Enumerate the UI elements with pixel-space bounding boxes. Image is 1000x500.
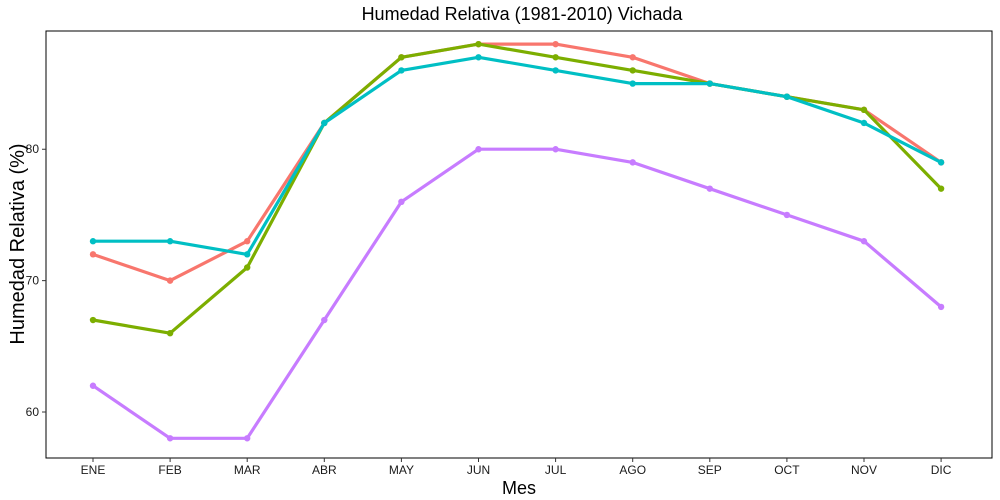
data-point	[706, 185, 713, 192]
data-point	[89, 382, 97, 389]
x-tick-label: AGO	[619, 463, 646, 477]
data-point	[244, 251, 251, 258]
data-point	[860, 238, 868, 245]
chart-title: Humedad Relativa (1981-2010) Vichada	[362, 4, 684, 24]
series-2	[89, 40, 945, 337]
x-tick-label: JUL	[545, 463, 567, 477]
x-tick-label: SEP	[698, 463, 722, 477]
data-point	[860, 119, 868, 127]
data-point	[629, 80, 636, 87]
series-line	[91, 42, 943, 283]
data-point	[552, 54, 559, 61]
x-tick-label: OCT	[774, 463, 800, 477]
x-tick-label: ENE	[81, 463, 106, 477]
series-line	[91, 42, 943, 335]
data-point	[629, 67, 636, 74]
data-point	[166, 435, 174, 442]
y-tick-label: 60	[26, 405, 40, 419]
x-tick-label: NOV	[851, 463, 877, 477]
data-point	[321, 316, 328, 324]
x-tick-label: MAY	[389, 463, 414, 477]
data-point	[398, 198, 405, 205]
data-point	[552, 67, 559, 74]
y-tick-label: 70	[26, 274, 40, 288]
plot-area	[45, 30, 993, 459]
series-3	[89, 54, 945, 258]
data-point	[552, 40, 559, 48]
data-point	[783, 211, 791, 219]
series-1	[89, 40, 945, 284]
data-point	[629, 54, 636, 61]
data-point	[783, 93, 791, 100]
data-point	[89, 238, 97, 245]
x-tick-label: ABR	[312, 463, 337, 477]
data-point	[937, 303, 945, 311]
series-group	[89, 40, 945, 442]
series-line	[91, 147, 943, 440]
data-point	[244, 435, 251, 442]
data-point	[166, 277, 174, 284]
data-point	[244, 264, 251, 271]
series-line	[91, 55, 943, 256]
data-point	[937, 185, 945, 192]
x-axis-title: Mes	[502, 478, 536, 498]
y-axis-title: Humedad Relativa (%)	[7, 143, 29, 344]
data-point	[860, 106, 868, 114]
data-point	[166, 238, 174, 245]
data-point	[321, 119, 328, 127]
data-point	[475, 54, 482, 61]
x-axis: ENE FEB MAR ABR MAY JUN JUL AGO SEP OCT NOV DIC	[81, 458, 952, 477]
x-tick-label: DIC	[931, 463, 952, 477]
y-axis: 60 70 80	[26, 142, 46, 419]
series-4	[89, 146, 945, 442]
x-tick-label: JUN	[467, 463, 490, 477]
data-point	[398, 67, 405, 74]
data-point	[552, 146, 559, 153]
data-point	[398, 54, 405, 61]
data-point	[475, 146, 482, 153]
data-point	[89, 316, 97, 324]
y-tick-label: 80	[26, 142, 40, 156]
x-tick-label: MAR	[234, 463, 261, 477]
data-point	[166, 329, 174, 337]
data-point	[89, 251, 97, 258]
data-point	[244, 238, 251, 245]
data-point	[937, 159, 945, 166]
data-point	[629, 159, 636, 166]
data-point	[475, 40, 482, 48]
x-tick-label: FEB	[158, 463, 181, 477]
data-point	[706, 80, 713, 87]
